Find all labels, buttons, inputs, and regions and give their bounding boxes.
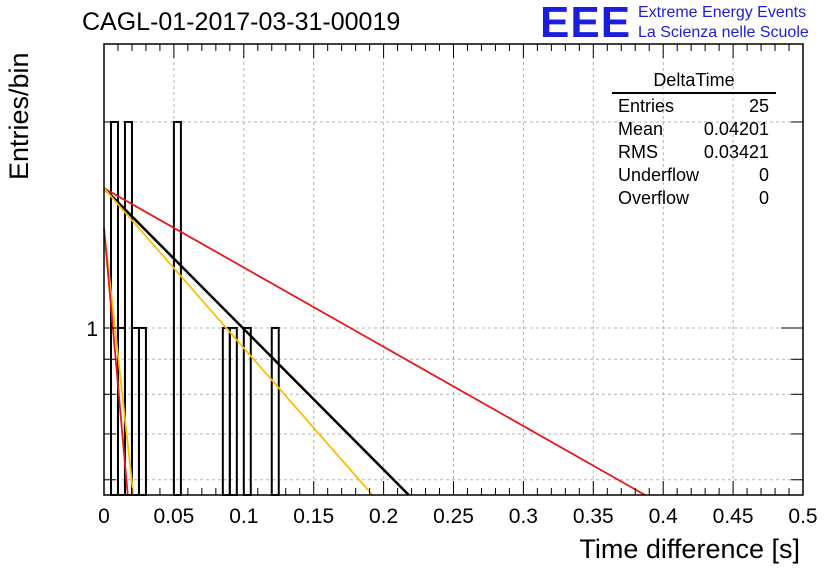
histogram — [109, 120, 280, 497]
x-tick-label: 0.4 — [649, 505, 679, 528]
stats-value: 25 — [748, 96, 769, 116]
y-axis-label: Entries/bin — [4, 52, 34, 180]
histogram-bin — [228, 326, 238, 496]
y-tick-label: 1 — [86, 318, 98, 341]
logo-line-2: La Scienza nelle Scuole — [638, 24, 809, 41]
x-tick-label: 0 — [98, 505, 110, 528]
x-tick-label: 0.1 — [229, 505, 258, 528]
fit-line — [103, 187, 646, 496]
logo-line-1: Extreme Energy Events — [638, 4, 807, 21]
stats-label: RMS — [618, 142, 658, 162]
stats-row-entries: Entries 25 — [612, 95, 776, 118]
x-tick-labels: 0 0.05 0.1 0.15 0.2 0.25 0.3 0.35 0.4 0.45 0.5 — [98, 505, 817, 528]
histogram-bin — [172, 120, 182, 497]
stats-value: 0 — [758, 165, 769, 185]
stats-value: 0 — [758, 188, 769, 208]
x-tick-label: 0.25 — [433, 505, 474, 528]
x-axis-label: Time difference [s] — [579, 534, 800, 564]
stats-row-rms: RMS 0.03421 — [612, 141, 776, 164]
histogram-bin — [221, 326, 231, 496]
histogram-bin — [137, 326, 147, 496]
x-tick-label: 0.05 — [153, 505, 194, 528]
fit-line — [103, 187, 374, 496]
fit-line — [103, 227, 129, 496]
eee-logo: EEE — [540, 0, 632, 47]
axis-ticks — [103, 44, 804, 495]
grid-lines — [104, 44, 803, 495]
fit-line — [103, 227, 135, 496]
chart-title: CAGL-01-2017-03-31-00019 — [82, 8, 401, 36]
x-tick-label: 0.15 — [293, 505, 334, 528]
fit-lines — [103, 187, 646, 496]
x-tick-label: 0.5 — [788, 505, 817, 528]
stats-label: Mean — [618, 119, 664, 139]
x-tick-label: 0.2 — [369, 505, 398, 528]
x-tick-label: 0.35 — [573, 505, 614, 528]
stats-label: Entries — [618, 96, 675, 116]
stats-value: 0.04201 — [703, 119, 769, 139]
stats-row-underflow: Underflow 0 — [612, 164, 776, 187]
stats-label: Overflow — [618, 188, 690, 208]
stats-row-overflow: Overflow 0 — [612, 187, 776, 210]
x-tick-label: 0.3 — [509, 505, 538, 528]
stats-value: 0.03421 — [703, 142, 769, 162]
stats-box: DeltaTime Entries 25 Mean 0.04201 RMS 0.… — [612, 70, 776, 210]
histogram-bin — [123, 120, 133, 497]
histogram-bin — [270, 326, 280, 496]
stats-title: DeltaTime — [612, 70, 776, 94]
stats-row-mean: Mean 0.04201 — [612, 118, 776, 141]
fit-line — [103, 187, 410, 496]
x-tick-label: 0.45 — [713, 505, 754, 528]
stats-label: Underflow — [618, 165, 700, 185]
y-tick-labels: 1 — [86, 318, 98, 341]
histogram-bin — [130, 326, 140, 496]
